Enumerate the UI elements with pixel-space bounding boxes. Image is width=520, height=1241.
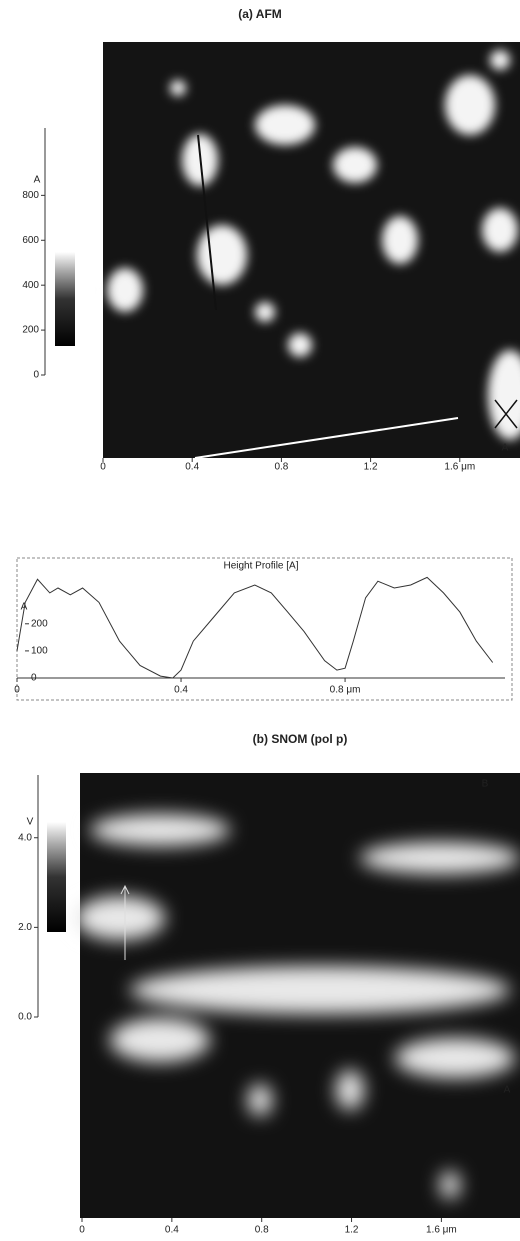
x-tick-label: 0.4 [174, 685, 188, 696]
annotation: B [482, 779, 489, 790]
profile-line [16, 576, 494, 679]
x-tick-label: 1.2 [364, 462, 378, 473]
x-tick-label: 0.8 [255, 1225, 269, 1236]
panel-title: (b) SNOM (pol p) [253, 732, 348, 746]
x-tick-label: 1.2 [345, 1225, 359, 1236]
x-tick-label: 0.4 [165, 1225, 179, 1236]
colorbar-label: V [27, 817, 34, 828]
x-tick-label: 0 [79, 1225, 85, 1236]
snom-image [75, 773, 520, 1218]
afm-image [103, 42, 520, 459]
colorbar-tick-label: 0.0 [18, 1012, 32, 1023]
y-tick-label: 0 [31, 673, 37, 684]
colorbar-tick-label: 800 [22, 190, 39, 201]
x-tick-label: 0.8 μm [330, 685, 361, 696]
colorbar-tick-label: 0 [33, 370, 39, 381]
colorbar [47, 822, 66, 932]
annotation: A [502, 443, 509, 454]
profile-frame [16, 557, 513, 701]
colorbar-tick-label: 200 [22, 325, 39, 336]
y-tick-label: 100 [31, 646, 48, 657]
colorbar-tick-label: 600 [22, 235, 39, 246]
x-tick-label: 0 [14, 685, 20, 696]
x-tick-label: 0.4 [185, 462, 199, 473]
x-tick-label: 0 [100, 462, 106, 473]
chart-title: Height Profile [A] [223, 561, 298, 572]
colorbar-tick-label: 4.0 [18, 832, 32, 843]
colorbar [55, 252, 75, 346]
colorbar-tick-label: 2.0 [18, 922, 32, 933]
panel-title: (a) AFM [238, 7, 282, 21]
y-tick-label: 200 [31, 618, 48, 629]
x-tick-label: 0.8 [274, 462, 288, 473]
colorbar-tick-label: 400 [22, 280, 39, 291]
colorbar-label: A [34, 175, 41, 186]
annotation: A [504, 1085, 511, 1096]
x-tick-label: 1.6 μm [426, 1225, 457, 1236]
x-tick-label: 1.6 μm [444, 462, 475, 473]
